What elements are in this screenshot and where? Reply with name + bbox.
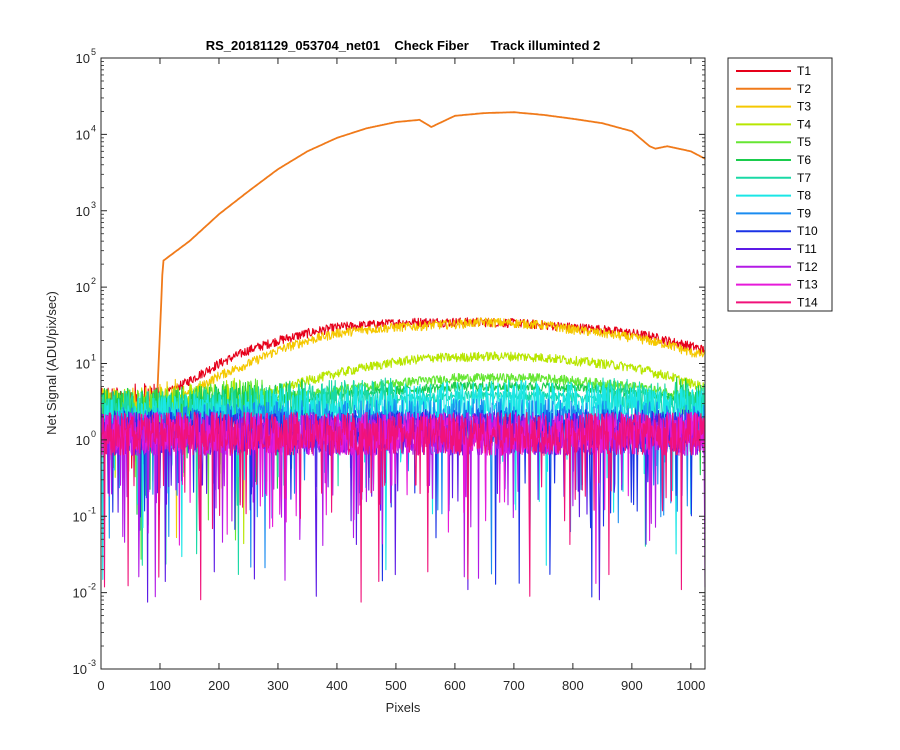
series-layer <box>100 111 706 603</box>
x-tick-label: 200 <box>208 678 230 693</box>
x-tick-label: 600 <box>444 678 466 693</box>
legend-label-t12: T12 <box>797 260 818 274</box>
y-tick-base: 10 <box>76 280 90 295</box>
y-tick-exponent: -3 <box>88 658 96 668</box>
legend-label-t5: T5 <box>797 135 811 149</box>
y-axis-label: Net Signal (ADU/pix/sec) <box>44 291 59 435</box>
y-tick-base: 10 <box>76 204 90 219</box>
y-tick-exponent: 1 <box>91 353 96 363</box>
y-tick-base: 10 <box>76 357 90 372</box>
y-tick-label: 10 <box>76 204 90 219</box>
series-line-t14 <box>100 411 706 603</box>
legend-label-t13: T13 <box>797 278 818 292</box>
legend-label-t10: T10 <box>797 224 818 238</box>
y-tick-base: 10 <box>73 662 87 677</box>
legend: T1 T2 T3 T4 T5 T6 T7 T8 T9 T10 T11 T12 T13 T14 <box>727 57 833 312</box>
legend-label-t2: T2 <box>797 82 811 96</box>
x-tick-label: 800 <box>562 678 584 693</box>
y-tick-label: 10 <box>76 433 90 448</box>
legend-label-t7: T7 <box>797 171 811 185</box>
y-tick-label: 10 <box>73 662 87 677</box>
chart-title: RS_20181129_053704_net01 Check Fiber Tra… <box>206 38 601 53</box>
y-tick-exponent: 5 <box>91 47 96 57</box>
legend-label-t14: T14 <box>797 295 818 309</box>
series-line-t2 <box>100 111 706 412</box>
legend-label-t4: T4 <box>797 117 811 131</box>
x-axis: 0 100 200 300 400 500 600 700 800 900 1000 <box>97 58 705 693</box>
y-tick-base: 10 <box>73 509 87 524</box>
legend-label-t9: T9 <box>797 206 811 220</box>
legend-label-t3: T3 <box>797 100 811 114</box>
y-tick-label: 10 <box>76 357 90 372</box>
y-tick-exponent: -2 <box>88 582 96 592</box>
x-tick-label: 0 <box>97 678 104 693</box>
y-tick-exponent: -1 <box>88 505 96 515</box>
y-tick-exponent: 0 <box>91 429 96 439</box>
series-line-t1 <box>100 317 706 469</box>
y-tick-base: 10 <box>76 433 90 448</box>
x-tick-label: 300 <box>267 678 289 693</box>
x-tick-label: 500 <box>385 678 407 693</box>
y-tick-label: 10 <box>76 127 90 142</box>
x-tick-label: 700 <box>503 678 525 693</box>
legend-label-t8: T8 <box>797 189 811 203</box>
legend-label-t6: T6 <box>797 153 811 167</box>
y-tick-base: 10 <box>76 127 90 142</box>
y-tick-label: 10 <box>76 280 90 295</box>
x-tick-label: 100 <box>149 678 171 693</box>
y-tick-base: 10 <box>73 586 87 601</box>
y-tick-label: 10 <box>76 51 90 66</box>
y-tick-base: 10 <box>76 51 90 66</box>
legend-label-t11: T11 <box>797 242 817 256</box>
y-tick-exponent: 3 <box>91 200 96 210</box>
legend-label-t1: T1 <box>797 64 811 78</box>
x-axis-label: Pixels <box>386 700 421 715</box>
y-tick-exponent: 4 <box>91 123 96 133</box>
x-tick-label: 1000 <box>676 678 705 693</box>
y-tick-label: 10 <box>73 509 87 524</box>
legend-box <box>727 57 833 312</box>
x-tick-label: 400 <box>326 678 348 693</box>
x-tick-label: 900 <box>621 678 643 693</box>
y-tick-label: 10 <box>73 586 87 601</box>
y-tick-exponent: 2 <box>91 276 96 286</box>
